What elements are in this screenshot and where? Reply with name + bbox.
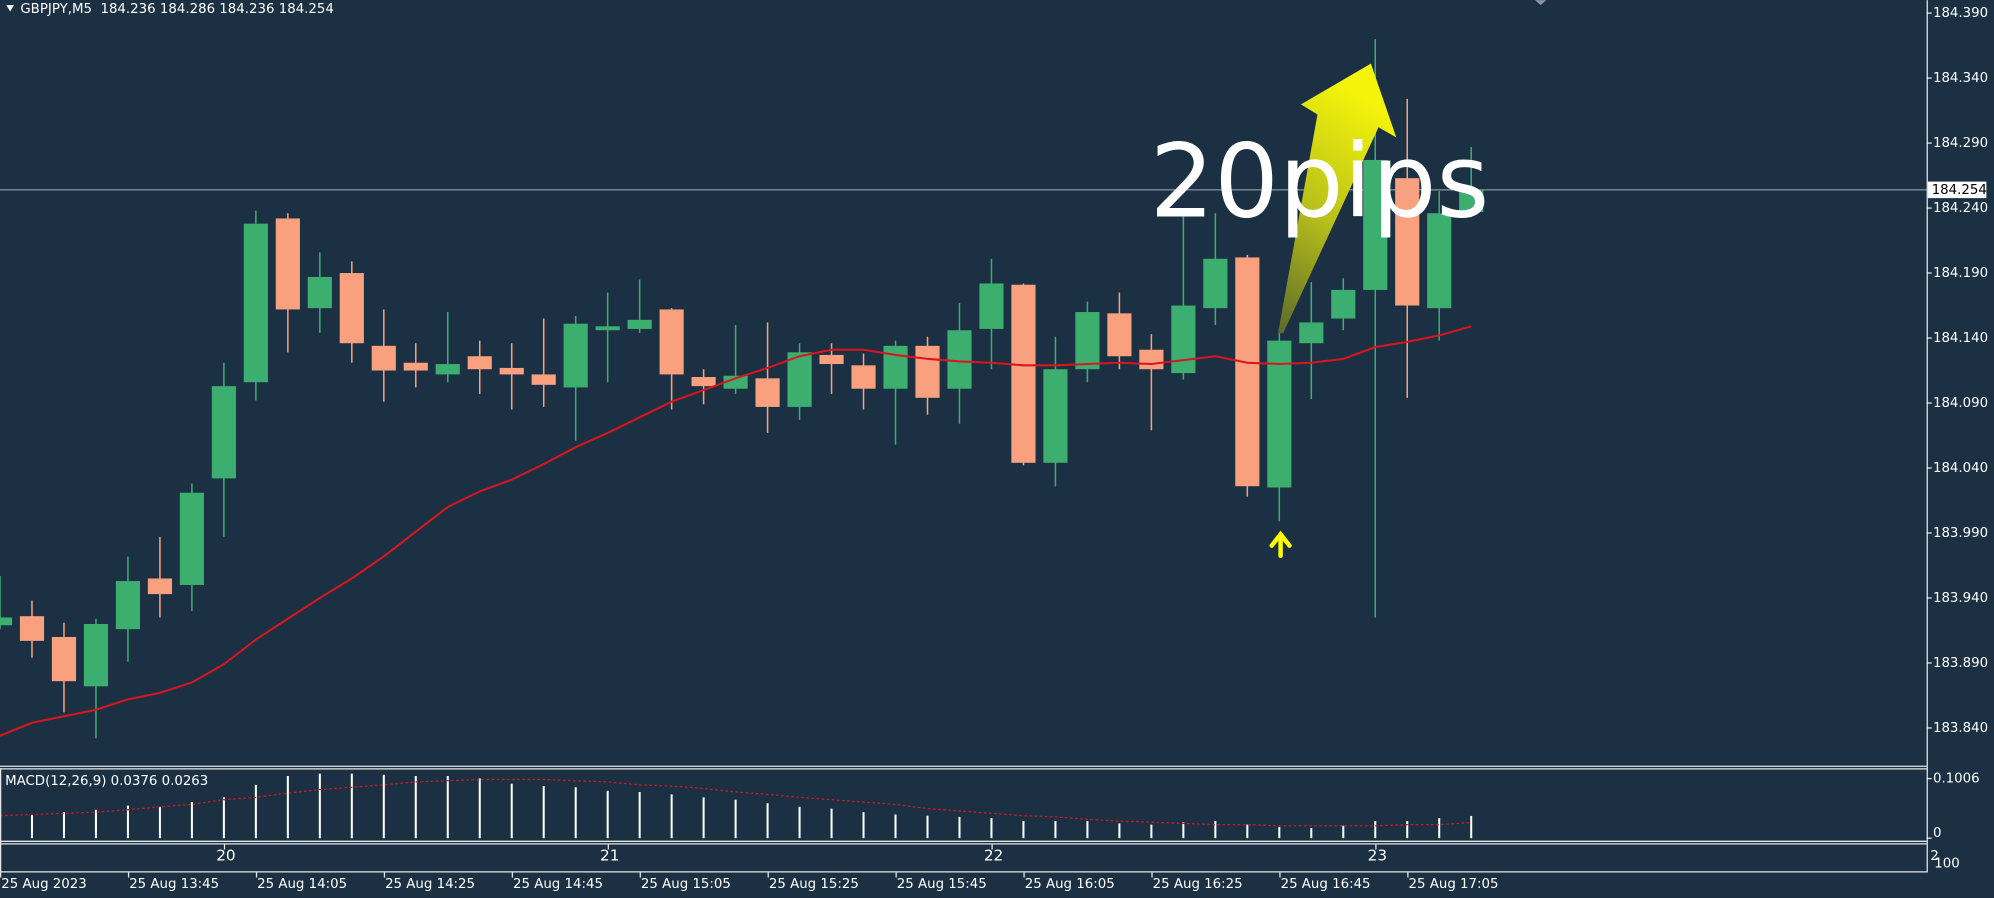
candle-body [403, 362, 428, 371]
candle-body [467, 356, 492, 370]
candle-body [819, 354, 844, 365]
x-tick-label: 25 Aug 17:05 [1409, 877, 1499, 892]
candle-body [691, 377, 716, 387]
candle-body [851, 365, 876, 389]
candle-body [115, 581, 141, 630]
candle-body [19, 616, 45, 641]
x-tick-label: 25 Aug 16:45 [1281, 877, 1371, 892]
plot-area [0, 39, 1927, 839]
candle-body [1363, 159, 1388, 290]
candle-body [0, 617, 13, 626]
y-tick-label: 184.240 [1933, 201, 1988, 216]
candle-body [1139, 349, 1164, 370]
candle-body [1075, 312, 1100, 370]
x-tick-label: 25 Aug 14:25 [385, 877, 475, 892]
candle-body [1299, 322, 1324, 344]
candle-body [1395, 178, 1420, 306]
candle-body [755, 378, 780, 407]
x-tick-label: 25 Aug 16:05 [1025, 877, 1115, 892]
corner-label: 2 [1930, 849, 1939, 864]
candle-body [883, 345, 908, 389]
candle-body [1459, 189, 1484, 212]
y-tick-label: 183.990 [1933, 526, 1988, 541]
y-tick-label: 183.890 [1933, 656, 1988, 671]
day-label: 20 [216, 846, 235, 864]
y-tick-label: 184.090 [1933, 396, 1988, 411]
candle-body [531, 374, 556, 385]
annotation-arrow [1278, 63, 1397, 334]
candle-body [979, 283, 1004, 329]
menu-triangle [6, 5, 14, 12]
candle-body [1235, 257, 1260, 487]
day-label: 21 [600, 846, 619, 864]
y-tick-label: 0.1006 [1933, 772, 1980, 787]
chart-title: GBPJPY,M5 184.236 184.286 184.236 184.25… [20, 2, 334, 17]
candle-body [147, 578, 172, 595]
y-tick-label: 184.040 [1933, 461, 1988, 476]
y-tick-label: 184.390 [1933, 6, 1988, 21]
x-tick-label: 25 Aug 14:45 [513, 877, 603, 892]
annotation-text: 20pips [1150, 122, 1490, 240]
candle-body [51, 636, 77, 682]
x-tick-label: 25 Aug 2023 [1, 877, 86, 892]
y-tick-label: 184.140 [1933, 331, 1988, 346]
candle-body [1427, 213, 1452, 309]
corner-label: 100 [1934, 857, 1959, 872]
candle-body [1107, 313, 1132, 357]
marker [1534, 0, 1547, 6]
frame [0, 0, 1928, 873]
price-label-box [1927, 181, 1987, 199]
y-tick-label: 184.190 [1933, 266, 1988, 281]
x-tick-label: 25 Aug 15:05 [641, 877, 731, 892]
x-tick-label: 25 Aug 15:45 [897, 877, 987, 892]
day-label: 22 [984, 846, 1003, 864]
candle-body [659, 309, 684, 375]
moving-average [0, 325, 1472, 737]
x-tick-label: 25 Aug 13:45 [129, 877, 219, 892]
y-tick-label: 183.940 [1933, 591, 1988, 606]
y-tick-label: 184.340 [1933, 71, 1988, 86]
candle-body [1203, 258, 1228, 309]
candle-body [723, 375, 748, 389]
candle-body [83, 623, 109, 687]
x-tick-label: 25 Aug 15:25 [769, 877, 859, 892]
x-tick-label: 25 Aug 16:25 [1153, 877, 1243, 892]
day-label: 23 [1368, 846, 1387, 864]
price-label: 184.254 [1932, 183, 1987, 198]
candle-body [1331, 289, 1356, 319]
y-tick-label: 184.290 [1933, 136, 1988, 151]
candle-body [371, 345, 396, 371]
candle-body [787, 352, 812, 407]
x-tick-label: 25 Aug 14:05 [257, 877, 347, 892]
candle-body [947, 330, 972, 389]
candle-body [595, 326, 620, 331]
y-tick-label: 183.840 [1933, 721, 1988, 736]
candle-body [499, 367, 524, 375]
candle-body [307, 276, 332, 309]
indicator-title: MACD(12,26,9) 0.0376 0.0263 [5, 774, 208, 789]
candle-body [243, 223, 268, 383]
candle-body [1011, 284, 1036, 463]
candle-body [627, 319, 652, 329]
signal-arrow [1269, 530, 1292, 559]
candle-body [339, 273, 364, 344]
y-tick-label: 0 [1933, 826, 1942, 841]
candle-body [1171, 305, 1196, 374]
candle-body [179, 492, 204, 585]
candle-body [1267, 340, 1292, 488]
candle-body [275, 218, 300, 310]
candle-body [211, 386, 236, 479]
candle-body [915, 345, 940, 398]
candle-body [563, 323, 588, 388]
signal-line [0, 778, 1472, 827]
candle-body [1043, 369, 1068, 463]
candle-body [435, 364, 460, 375]
